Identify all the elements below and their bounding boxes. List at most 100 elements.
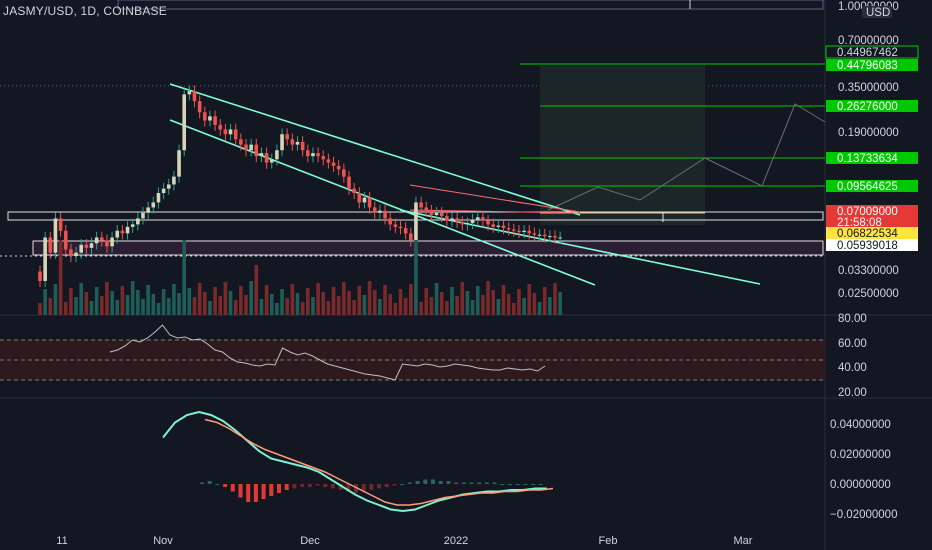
volume-bar (208, 301, 212, 315)
candle-body (249, 144, 253, 151)
price-label-box (826, 152, 918, 164)
candle-body (223, 129, 228, 135)
volume-bar (429, 297, 434, 315)
candle-body (527, 230, 532, 234)
volume-bar (321, 292, 326, 315)
price-label-text: 21:58:08 (837, 217, 882, 229)
price-label-box (826, 227, 918, 239)
volume-bar (239, 286, 243, 315)
macd-hist-bar (215, 484, 220, 485)
macd-tick-label: 0.02000000 (830, 449, 891, 461)
volume-bar (481, 295, 485, 315)
volume-bar (125, 295, 130, 315)
price-label-box (826, 205, 918, 217)
candle-body (213, 116, 217, 125)
macd-hist-bar (384, 484, 389, 487)
macd-hist-bar (200, 482, 204, 484)
macd-hist-bar (253, 484, 258, 502)
volume-bar (409, 284, 413, 315)
candle-body (342, 169, 346, 177)
volume-bar (311, 297, 315, 315)
volume-bar (228, 291, 233, 315)
volume-bar (74, 297, 78, 315)
candle-body (434, 212, 439, 215)
candle-body (269, 159, 274, 163)
candle-body (331, 162, 336, 166)
candle-body (63, 230, 68, 250)
volume-bar (182, 240, 186, 315)
volume-bar (383, 285, 387, 315)
macd-hist-bar (446, 481, 451, 484)
price-tick-label: 0.70000000 (838, 35, 899, 47)
volume-bar (285, 298, 289, 315)
macd-hist-bar (523, 484, 528, 485)
macd-hist-bar (307, 484, 312, 487)
volume-bar (115, 300, 120, 315)
candle-body (372, 207, 377, 213)
candle-body (74, 252, 78, 256)
candle-body (136, 218, 140, 225)
volume-bar (306, 288, 310, 315)
macd-hist-bar (508, 484, 512, 485)
candle-body (233, 129, 238, 140)
candle-body (244, 144, 248, 151)
volume-bar (501, 285, 506, 315)
price-tick-label: 0.35000000 (838, 82, 899, 94)
macd-hist-bar (238, 484, 243, 498)
channel-upper (169, 83, 581, 216)
candle-body (79, 244, 83, 253)
time-tick-label: 2022 (444, 535, 468, 547)
candle-body (208, 116, 212, 121)
price-label-box (826, 216, 918, 228)
candle-body (517, 230, 521, 233)
rsi-tick-label: 60.00 (838, 338, 867, 350)
volume-bar (156, 303, 161, 315)
candle-body (414, 202, 418, 241)
macd-hist-bar (484, 482, 489, 484)
time-tick-label: Nov (153, 535, 173, 547)
currency-badge (862, 6, 892, 18)
volume-bar (331, 287, 336, 315)
time-tick-label: Dec (300, 535, 320, 547)
candle-body (120, 230, 125, 234)
macd-hist-bar (292, 484, 297, 489)
candle-body (218, 124, 223, 130)
candle-body (475, 217, 480, 220)
candle-body (409, 233, 413, 241)
price-label-text: 0.26276000 (837, 101, 898, 113)
volume-bar (424, 288, 429, 315)
macd-hist-bar (261, 484, 266, 499)
macd-hist-bar (369, 484, 374, 490)
volume-bar (233, 300, 238, 315)
volume-bar (553, 283, 557, 315)
volume-bar (532, 293, 537, 315)
volume-bar (362, 295, 367, 315)
candle-body (38, 271, 42, 281)
candle-body (481, 217, 485, 221)
candle-body (362, 197, 367, 203)
candle-body (100, 237, 104, 241)
candle-body (166, 184, 171, 189)
candle-body (105, 240, 109, 247)
candle-body (264, 153, 269, 163)
volume-bar (48, 298, 53, 315)
candle-body (110, 237, 114, 247)
volume-bar (264, 285, 269, 315)
candle-body (192, 91, 197, 102)
candle-body (43, 237, 47, 281)
candle-body (506, 228, 511, 230)
volume-bar (342, 282, 346, 315)
candle-body (429, 210, 434, 215)
candle-body (84, 244, 89, 248)
volume-bar (486, 281, 490, 315)
macd-tick-label: 0.00000000 (830, 479, 891, 491)
macd-hist-bar (315, 484, 320, 486)
macd-hist-bar (277, 484, 281, 493)
candle-body (290, 139, 295, 145)
macd-hist-bar (284, 484, 289, 490)
volume-bar (269, 294, 274, 315)
candle-body (532, 233, 537, 235)
candle-body (316, 153, 320, 157)
volume-bar (372, 290, 377, 315)
